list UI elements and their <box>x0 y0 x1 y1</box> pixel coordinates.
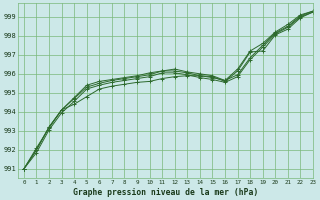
X-axis label: Graphe pression niveau de la mer (hPa): Graphe pression niveau de la mer (hPa) <box>73 188 258 197</box>
